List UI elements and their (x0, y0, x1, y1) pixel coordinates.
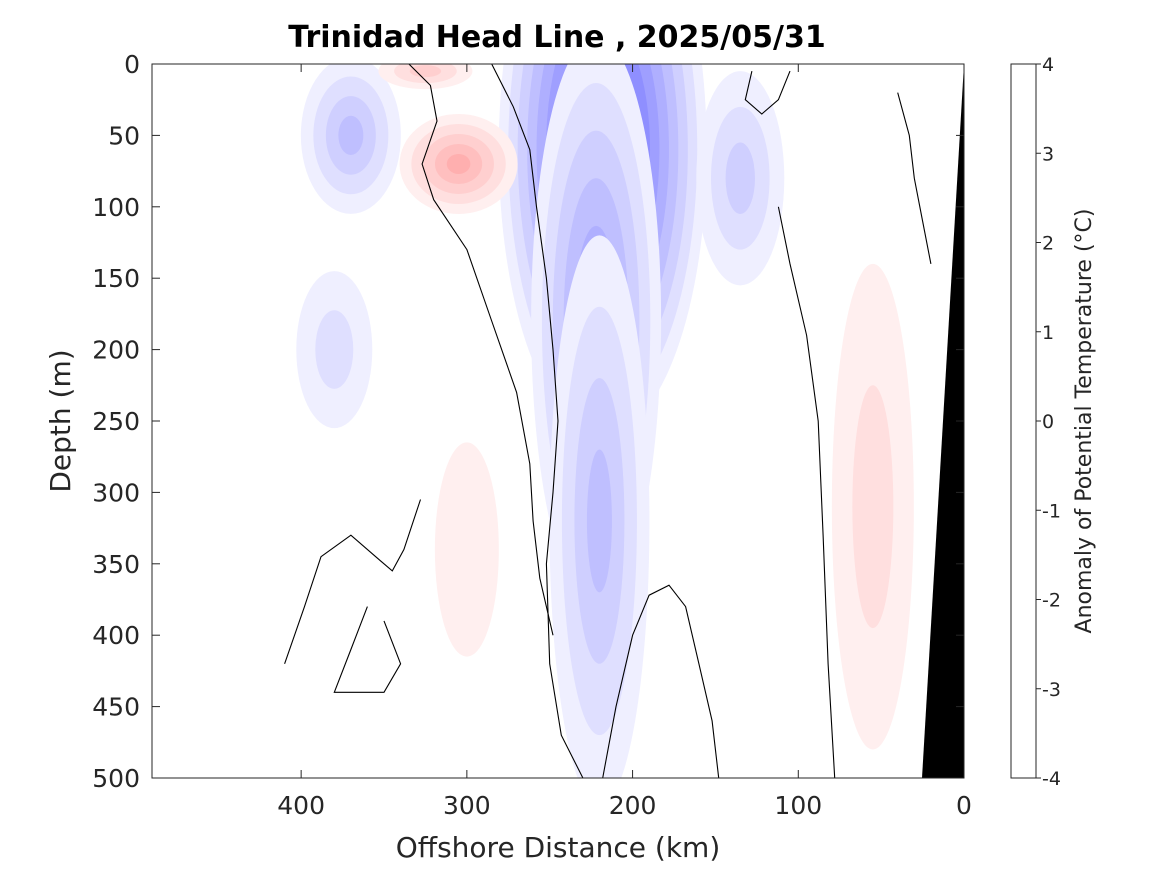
x-tick-label: 100 (774, 791, 822, 820)
positive-anomaly-level (852, 385, 894, 629)
colorbar-tick-label: 1 (1042, 322, 1054, 344)
colorbar-tick-label: -3 (1042, 679, 1061, 701)
y-tick-label: 200 (92, 336, 140, 365)
colorbar-tick-label: 0 (1042, 411, 1054, 433)
zero-contours (284, 64, 932, 778)
zero-contour-line (777, 206, 836, 778)
y-tick-label: 350 (92, 550, 140, 579)
positive-anomaly-level (434, 442, 499, 657)
y-tick-label: 400 (92, 621, 140, 650)
negative-anomaly-level (338, 115, 364, 155)
y-tick-label: 500 (92, 764, 140, 793)
positive-anomaly-level (409, 65, 442, 78)
negative-anomaly-level (586, 449, 612, 593)
bathymetry-mask (922, 64, 964, 778)
anomaly-fills (296, 64, 914, 778)
colorbar-tick-label: -4 (1042, 768, 1061, 790)
colorbar-tick-label: 4 (1042, 54, 1054, 76)
zero-contour-line (744, 70, 791, 115)
zero-contour-line (897, 92, 932, 265)
colorbar-tick-label: 3 (1042, 143, 1054, 165)
zero-contour-line (284, 499, 422, 664)
colorbar-tick-label: 2 (1042, 233, 1054, 255)
y-axis-label: Depth (m) (44, 349, 77, 492)
x-tick-label: 400 (277, 791, 325, 820)
zero-contour-line (408, 64, 554, 636)
y-tick-label: 150 (92, 264, 140, 293)
colorbar: 4 3 2 1 0 -1 -2 -3 -4 (1010, 54, 1061, 790)
zero-contour-line (602, 584, 720, 778)
positive-anomaly-level (446, 153, 471, 174)
y-tick-label: 450 (92, 693, 140, 722)
y-axis: 0 50 100 150 200 250 300 350 400 450 500 (92, 50, 964, 793)
x-axis: 400 300 200 100 0 (277, 64, 972, 820)
x-tick-label: 300 (443, 791, 491, 820)
negative-anomaly-level (315, 310, 354, 389)
plot-area (284, 64, 964, 778)
zero-contour-line (491, 64, 584, 778)
x-tick-label: 200 (609, 791, 657, 820)
chart-title: Trinidad Head Line , 2025/05/31 (288, 20, 825, 55)
colorbar-frame (1010, 63, 1037, 779)
y-tick-label: 250 (92, 407, 140, 436)
y-tick-label: 50 (108, 121, 140, 150)
x-axis-label: Offshore Distance (km) (396, 831, 721, 864)
negative-anomaly-level (725, 142, 755, 214)
y-tick-label: 300 (92, 478, 140, 507)
colorbar-label: Anomaly of Potential Temperature (°C) (1072, 209, 1097, 634)
colorbar-tick-label: -2 (1042, 590, 1061, 612)
zero-contour-line (333, 606, 402, 693)
y-tick-label: 0 (124, 50, 140, 79)
colorbar-tick-label: -1 (1042, 500, 1061, 522)
x-tick-label: 0 (956, 791, 972, 820)
y-tick-label: 100 (92, 193, 140, 222)
